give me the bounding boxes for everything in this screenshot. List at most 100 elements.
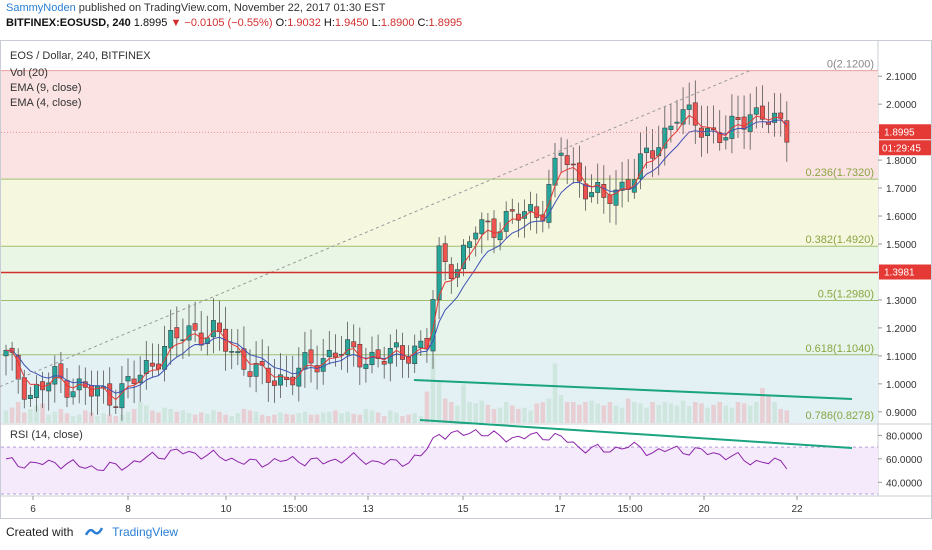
volume-bar bbox=[278, 412, 283, 423]
volume-bar bbox=[491, 409, 497, 423]
volume-bar bbox=[650, 402, 655, 423]
volume-bar bbox=[778, 409, 783, 423]
volume-bar bbox=[693, 402, 698, 423]
volume-bar bbox=[388, 410, 393, 423]
rsi-label[interactable]: RSI (14, close) bbox=[10, 429, 83, 441]
price-change: ▼ −0.0105 (−0.55%) bbox=[170, 17, 273, 29]
time-tick-label: 17 bbox=[554, 504, 566, 515]
candle-body bbox=[70, 391, 76, 398]
candle-body bbox=[424, 338, 430, 350]
candle-body bbox=[509, 209, 515, 212]
candle-body bbox=[723, 137, 729, 141]
rsi-band bbox=[1, 447, 878, 494]
volume-bar bbox=[729, 407, 735, 423]
volume-bar bbox=[516, 409, 521, 423]
volume-bar bbox=[564, 402, 570, 423]
chart-svg[interactable]: 0(2.1200) 0.236(1.7320) 0.382(1.4920) 0.5(1… bbox=[0, 40, 932, 519]
price-tick-label: 1.3000 bbox=[886, 296, 917, 307]
volume-bar bbox=[625, 398, 631, 423]
volume-bar bbox=[467, 402, 472, 423]
volume-bar bbox=[381, 416, 387, 423]
candle-body bbox=[461, 244, 466, 270]
candle-body bbox=[119, 383, 125, 409]
time-tick-label: 8 bbox=[125, 504, 131, 515]
fib-label-3: 0.5(1.2980) bbox=[818, 288, 874, 300]
volume-bar bbox=[577, 404, 582, 423]
volume-bar bbox=[400, 416, 405, 423]
candle-body bbox=[113, 406, 119, 408]
countdown-tag bbox=[879, 140, 931, 156]
fibonacci-lines: 0(2.1200) 0.236(1.7320) 0.382(1.4920) 0.5(1… bbox=[1, 59, 878, 422]
author-link[interactable]: SammyNoden bbox=[6, 2, 76, 14]
candle-body bbox=[576, 162, 582, 182]
open-value: 1.9032 bbox=[287, 17, 321, 29]
tradingview-brand[interactable]: TradingView bbox=[112, 525, 179, 539]
candle-body bbox=[662, 127, 668, 149]
price-tick-label: 1.7000 bbox=[886, 184, 917, 195]
volume-bar bbox=[723, 405, 729, 423]
time-tick-label: 15 bbox=[457, 504, 469, 515]
volume-bar bbox=[3, 410, 9, 423]
volume-bar bbox=[363, 409, 369, 423]
volume-bar bbox=[699, 403, 704, 423]
candle-body bbox=[253, 363, 259, 377]
rsi-tick-label: 80.0000 bbox=[886, 431, 923, 442]
candle-body bbox=[418, 340, 424, 348]
indicator-ema4[interactable]: EMA (4, close) bbox=[10, 97, 82, 109]
ema9-line bbox=[5, 119, 788, 394]
published-text: published on TradingView.com, November 2… bbox=[78, 2, 386, 14]
low-value: 1.8900 bbox=[380, 17, 415, 29]
countdown-label: 01:29:45 bbox=[882, 143, 921, 154]
volume-bar bbox=[772, 402, 777, 423]
volume-bar bbox=[461, 384, 466, 423]
volume-bar bbox=[144, 405, 149, 423]
volume-bar bbox=[290, 414, 295, 423]
indicator-volume[interactable]: Vol (20) bbox=[10, 67, 48, 79]
candle-body bbox=[131, 378, 137, 384]
chart-area[interactable]: 0(2.1200) 0.236(1.7320) 0.382(1.4920) 0.5(1… bbox=[0, 40, 932, 519]
volume-bar bbox=[540, 402, 546, 423]
volume-bar bbox=[522, 407, 527, 423]
last-price: 1.8995 bbox=[133, 17, 168, 29]
candle-body bbox=[381, 361, 387, 365]
volume-bar bbox=[259, 414, 265, 423]
last-price-tag-label: 1.8995 bbox=[884, 127, 915, 138]
volume-bar bbox=[266, 416, 271, 423]
candle-body bbox=[400, 345, 405, 360]
candle-body bbox=[3, 350, 9, 357]
volume-bar bbox=[595, 403, 600, 423]
close-value: 1.8995 bbox=[428, 17, 463, 29]
candle-body bbox=[332, 352, 338, 358]
volume-bar bbox=[766, 395, 771, 423]
volume-bar bbox=[101, 413, 106, 423]
candle-body bbox=[95, 385, 100, 397]
candle-body bbox=[210, 320, 216, 338]
candle-body bbox=[607, 194, 613, 204]
volume-bar bbox=[351, 413, 356, 423]
indicator-ema9[interactable]: EMA (9, close) bbox=[10, 82, 82, 94]
volume-bar bbox=[717, 402, 722, 423]
candle-body bbox=[680, 109, 686, 125]
footer: Created with TradingView bbox=[6, 525, 178, 540]
volume-bar bbox=[40, 403, 45, 423]
candle-body bbox=[46, 382, 52, 392]
created-with-text: Created with bbox=[6, 525, 74, 539]
candle-body bbox=[735, 117, 741, 120]
candle-body bbox=[174, 327, 180, 339]
candle-body bbox=[595, 182, 601, 193]
volume-bar bbox=[302, 411, 308, 423]
fib-label-5: 0.786(0.8278) bbox=[806, 410, 875, 422]
candle-body bbox=[308, 349, 314, 364]
volume-bar bbox=[674, 405, 680, 423]
time-tick-label: 15:00 bbox=[617, 504, 642, 515]
candle-body bbox=[241, 348, 247, 370]
volume-bar bbox=[113, 416, 119, 423]
volume-bar bbox=[83, 410, 88, 423]
volume-bar bbox=[607, 402, 613, 423]
candle-body bbox=[692, 102, 698, 126]
volume-bar bbox=[546, 398, 552, 423]
time-tick-label: 6 bbox=[30, 504, 36, 515]
volume-bar bbox=[192, 414, 198, 423]
candle-body bbox=[34, 383, 39, 398]
chart-title: EOS / Dollar, 240, BITFINEX bbox=[10, 50, 151, 62]
